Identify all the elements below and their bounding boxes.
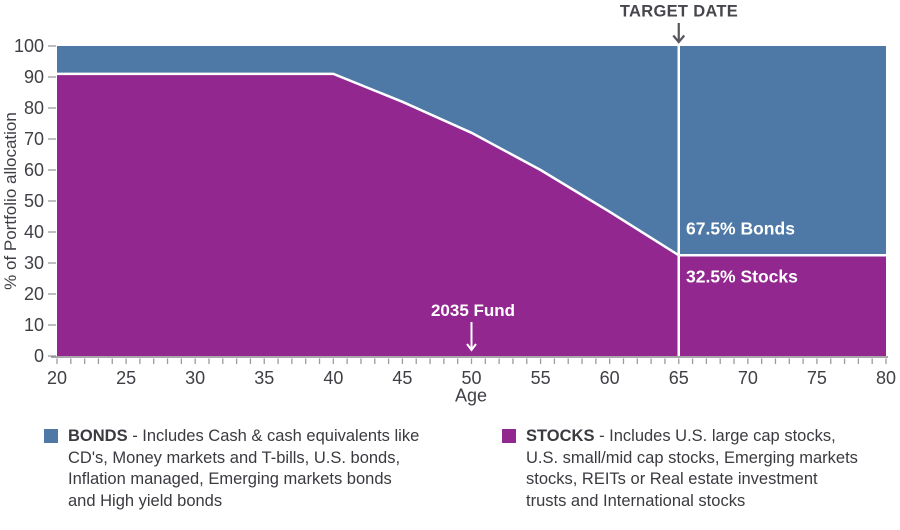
stocks-legend-desc: - Includes U.S. large cap stocks, U.S. s… — [526, 427, 858, 510]
y-tick-label: 60 — [24, 160, 44, 180]
stocks-swatch-icon — [502, 429, 516, 443]
y-tick-label: 100 — [14, 36, 44, 56]
x-tick-label: 35 — [254, 368, 274, 388]
bonds-legend-desc: - Includes Cash & cash equivalents like … — [68, 427, 420, 510]
y-tick-label: 50 — [24, 191, 44, 211]
y-tick-label: 30 — [24, 253, 44, 273]
x-tick-label: 70 — [738, 368, 758, 388]
y-tick-label: 20 — [24, 284, 44, 304]
y-tick-label: 40 — [24, 222, 44, 242]
glide-path-line — [57, 72, 886, 257]
x-axis-title: Age — [454, 385, 488, 406]
bonds-legend-name: BONDS — [68, 427, 128, 445]
x-tick-label: 45 — [392, 368, 412, 388]
bonds-share-label: 67.5% Bonds — [686, 218, 795, 239]
target-date-label: TARGET DATE — [619, 2, 739, 21]
chart-canvas: 20 25 30 35 40 45 50 55 60 65 70 75 80 0 10 20 30 40 50 60 7… — [14, 23, 896, 388]
y-tick-label: 80 — [24, 98, 44, 118]
x-tick-label: 25 — [116, 368, 136, 388]
target-date-arrowhead-icon — [672, 34, 686, 44]
fund-arrowhead-icon — [466, 343, 477, 352]
legend-text-stocks: STOCKS - Includes U.S. large cap stocks,… — [526, 426, 858, 512]
y-axis-title: % of Portfolio allocation — [1, 112, 20, 290]
bonds-swatch-icon — [44, 429, 58, 443]
legend: BONDS - Includes Cash & cash equivalents… — [44, 426, 858, 512]
y-tick-label: 90 — [24, 67, 44, 87]
x-tick-label: 80 — [876, 368, 896, 388]
legend-item-bonds: BONDS - Includes Cash & cash equivalents… — [44, 426, 502, 512]
legend-text-bonds: BONDS - Includes Cash & cash equivalents… — [68, 426, 419, 512]
y-tick-label: 0 — [34, 346, 44, 366]
x-tick-label: 30 — [185, 368, 205, 388]
stocks-share-label: 32.5% Stocks — [686, 266, 798, 287]
y-tick-label: 10 — [24, 315, 44, 335]
x-tick-label: 60 — [600, 368, 620, 388]
x-tick-label: 75 — [807, 368, 827, 388]
legend-item-stocks: STOCKS - Includes U.S. large cap stocks,… — [502, 426, 858, 512]
x-tick-label: 50 — [461, 368, 481, 388]
x-tick-label: 40 — [323, 368, 343, 388]
y-tick-label: 70 — [24, 129, 44, 149]
fund-label: 2035 Fund — [430, 301, 516, 320]
x-tick-label: 20 — [47, 368, 67, 388]
x-tick-label: 55 — [531, 368, 551, 388]
x-tick-label: 65 — [669, 368, 689, 388]
stocks-legend-name: STOCKS — [526, 427, 595, 445]
